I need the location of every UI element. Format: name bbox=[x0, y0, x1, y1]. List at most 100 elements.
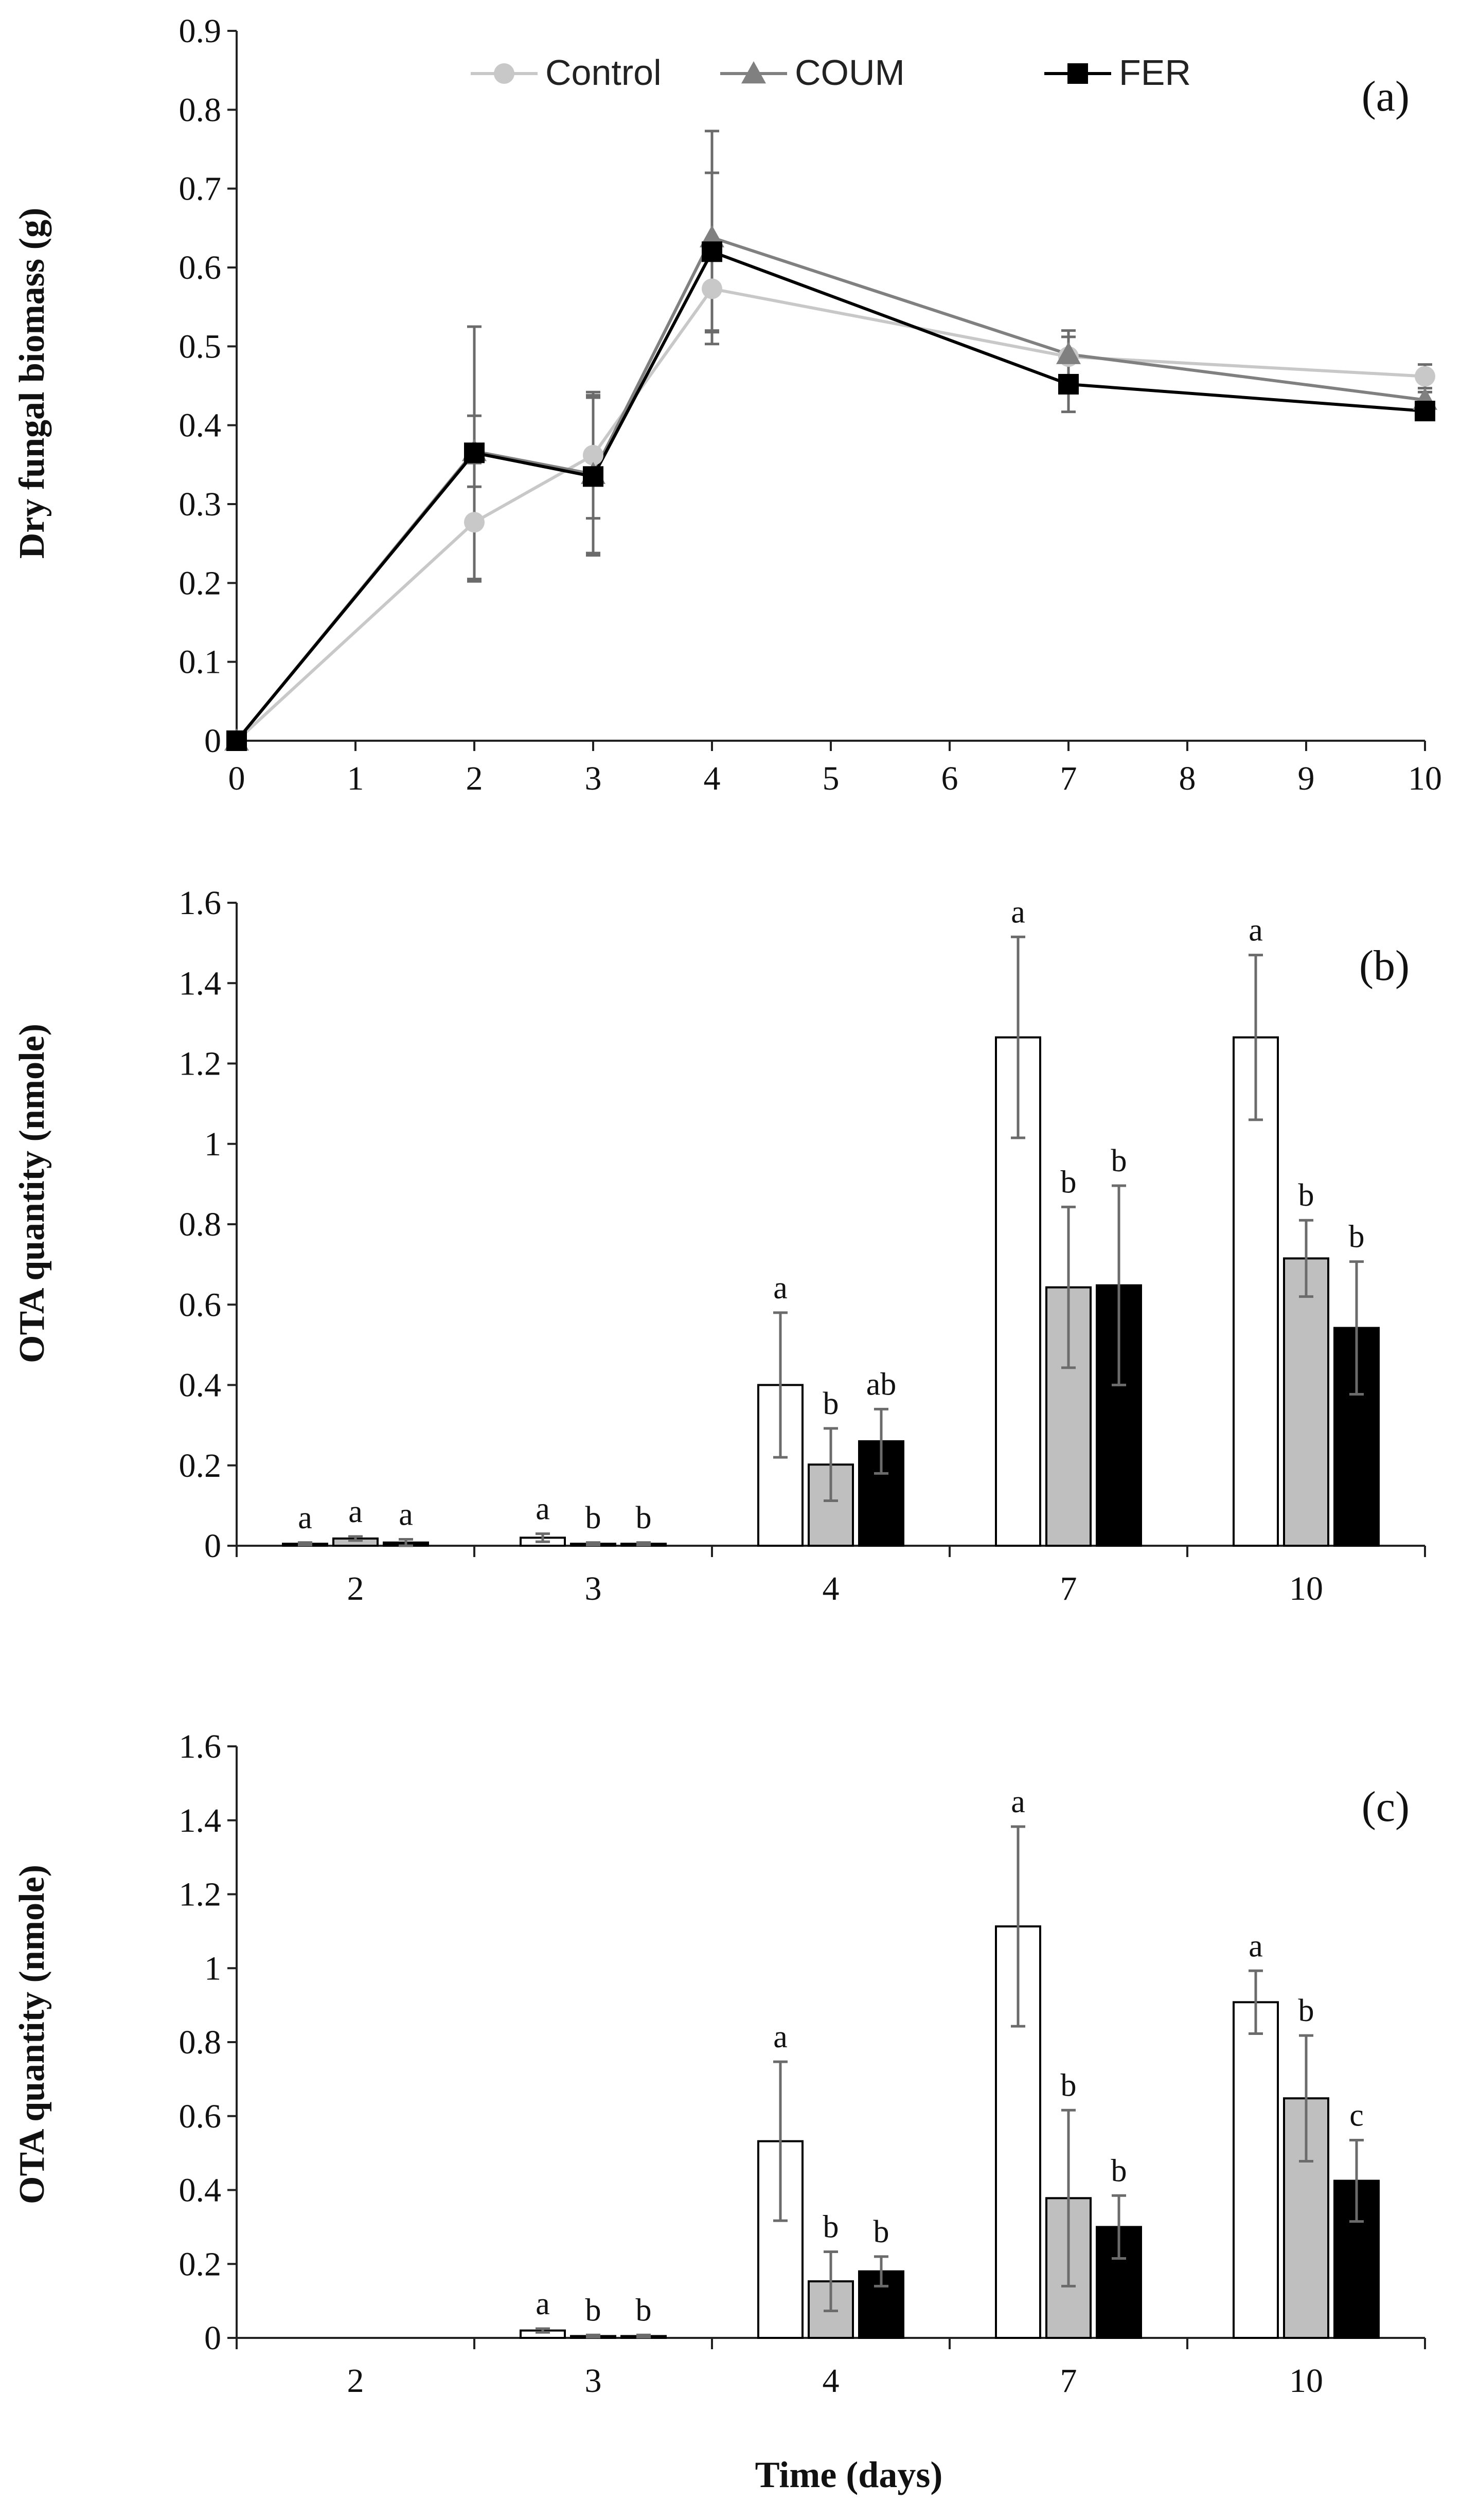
panel-a-fer-point bbox=[1415, 401, 1435, 422]
panel-b-significance-letter: a bbox=[536, 1492, 550, 1527]
panel-b-significance-letter: b bbox=[636, 1500, 652, 1535]
panel-b-y-tick-label: 1.4 bbox=[179, 964, 222, 1002]
panel-a-x-tick-label: 5 bbox=[823, 760, 840, 797]
panel-b-significance-letter: b bbox=[585, 1500, 601, 1535]
panel-a-control-point bbox=[702, 278, 722, 299]
panel-a-x-tick-label: 0 bbox=[228, 760, 245, 797]
legend-control-label: Control bbox=[545, 52, 662, 93]
panel-c-y-tick-label: 0 bbox=[204, 2319, 221, 2357]
panel-c-x-axis-label: Time (days) bbox=[755, 2454, 943, 2495]
panel-b-significance-letter: a bbox=[773, 1271, 788, 1306]
panel-b-ota-bar-chart: OTA quantity (nmole) (b) 0 0.2 0.4 0.6 0.8 1 1… bbox=[12, 884, 1426, 1607]
legend-fer-label: FER bbox=[1119, 52, 1191, 93]
panel-c-y-tick-label: 0.2 bbox=[179, 2245, 222, 2283]
panel-c-bar-control bbox=[1233, 2001, 1279, 2339]
panel-c-y-tick-label: 1.6 bbox=[179, 1728, 222, 1765]
panel-a-fer-point bbox=[583, 466, 603, 487]
panel-b-x-tick-label: 3 bbox=[585, 1570, 602, 1607]
panel-b-bar-control bbox=[1233, 1036, 1279, 1547]
panel-b-y-tick-label: 0.8 bbox=[179, 1206, 222, 1243]
panel-b-significance-letter: a bbox=[298, 1500, 312, 1535]
panel-c-x-tick-label: 7 bbox=[1060, 2362, 1077, 2400]
legend-coum-label: COUM bbox=[795, 52, 905, 93]
panel-b-y-tick-label: 0.6 bbox=[179, 1286, 222, 1324]
panel-b-significance-letter: b bbox=[1349, 1220, 1365, 1255]
panel-a-control-point bbox=[464, 512, 485, 533]
panel-a-y-tick-label: 0.4 bbox=[179, 407, 222, 444]
legend-control-marker bbox=[494, 63, 514, 84]
panel-b-label: (b) bbox=[1359, 942, 1410, 990]
panel-b-significance-letter: ab bbox=[866, 1367, 897, 1402]
panel-a-control-point bbox=[583, 444, 603, 466]
panel-b-significance-letter: a bbox=[348, 1494, 363, 1529]
panel-a-fer-point bbox=[226, 730, 247, 751]
panel-c-significance-letter: b bbox=[1061, 2068, 1077, 2103]
panel-a-y-tick-label: 0.9 bbox=[179, 12, 222, 50]
panel-a-control-line bbox=[235, 287, 1425, 742]
panel-c-y-tick-label: 0.6 bbox=[179, 2098, 222, 2135]
panel-b-significance-letter: b bbox=[1298, 1178, 1314, 1213]
panel-c-x-tick-label: 3 bbox=[585, 2362, 602, 2400]
legend-coum-marker bbox=[741, 61, 766, 84]
panel-b-bar-coum bbox=[1045, 1286, 1092, 1547]
panel-a-x-tick-label: 4 bbox=[704, 760, 721, 797]
panel-c-y-tick-label: 1.2 bbox=[179, 1876, 222, 1914]
panel-b-significance-letter: b bbox=[1111, 1143, 1127, 1178]
panel-c-ota-bar-chart: OTA quantity (nmole) (c) Time (days) 0 0.… bbox=[12, 1728, 1426, 2495]
panel-c-significance-letter: b bbox=[874, 2214, 889, 2249]
panel-c-x-tick-label: 2 bbox=[347, 2362, 364, 2400]
panel-b-y-tick-label: 0 bbox=[204, 1527, 221, 1565]
panel-c-x-tick-label: 4 bbox=[823, 2362, 840, 2400]
panel-b-significance-letter: b bbox=[823, 1386, 839, 1421]
panel-c-significance-letter: b bbox=[585, 2293, 601, 2328]
panel-a-legend: Control COUM FER bbox=[471, 52, 1191, 93]
panel-a-x-tick-label: 7 bbox=[1060, 760, 1077, 797]
panel-b-significance-letter: a bbox=[1011, 895, 1025, 930]
panel-c-significance-letter: b bbox=[1298, 1993, 1314, 2028]
panel-b-y-tick-label: 0.4 bbox=[179, 1367, 222, 1404]
panel-a-x-tick-label: 2 bbox=[466, 760, 483, 797]
panel-b-x-tick-label: 4 bbox=[823, 1570, 840, 1607]
panel-b-y-tick-label: 1 bbox=[204, 1125, 221, 1163]
panel-b-significance-letter: a bbox=[399, 1497, 413, 1532]
panel-a-y-tick-label: 0.7 bbox=[179, 170, 222, 208]
panel-a-label: (a) bbox=[1362, 73, 1410, 120]
panel-c-y-axis-label: OTA quantity (nmole) bbox=[12, 1865, 52, 2204]
panel-a-biomass-line-chart: Dry fungal biomass (g) (a) Control COUM … bbox=[12, 12, 1442, 797]
panel-c-y-tick-label: 1.4 bbox=[179, 1802, 222, 1839]
panel-c-y-tick-label: 1 bbox=[204, 1950, 221, 1987]
panel-b-x-tick-label: 10 bbox=[1289, 1570, 1323, 1607]
panel-c-significance-letter: a bbox=[1011, 1784, 1025, 1819]
panel-b-bar-coum bbox=[1283, 1257, 1329, 1547]
panel-a-x-tick-label: 6 bbox=[941, 760, 958, 797]
panel-b-y-axis-label: OTA quantity (nmole) bbox=[12, 1024, 52, 1363]
panel-c-y-tick-label: 0.4 bbox=[179, 2172, 222, 2209]
panel-c-significance-letter: b bbox=[1111, 2153, 1127, 2188]
panel-b-x-tick-label: 7 bbox=[1060, 1570, 1077, 1607]
panel-a-x-tick-label: 1 bbox=[347, 760, 364, 797]
panel-c-significance-letter: a bbox=[536, 2286, 550, 2321]
panel-a-y-axis-label: Dry fungal biomass (g) bbox=[12, 208, 52, 559]
panel-a-y-tick-label: 0 bbox=[204, 722, 221, 760]
panel-a-x-tick-label: 3 bbox=[585, 760, 602, 797]
panel-a-y-tick-label: 0.2 bbox=[179, 564, 222, 602]
panel-a-y-tick-label: 0.1 bbox=[179, 644, 222, 681]
panel-c-significance-letter: b bbox=[636, 2293, 652, 2328]
panel-b-significance-letter: b bbox=[1061, 1165, 1077, 1200]
panel-b-significance-letter: a bbox=[1249, 913, 1263, 948]
panel-a-y-tick-label: 0.3 bbox=[179, 486, 222, 523]
panel-a-y-tick-label: 0.6 bbox=[179, 249, 222, 287]
panel-b-y-tick-label: 1.2 bbox=[179, 1045, 222, 1083]
panel-a-coum-point bbox=[1056, 342, 1081, 364]
legend-fer-marker bbox=[1067, 63, 1088, 84]
panel-a-x-tick-label: 8 bbox=[1179, 760, 1196, 797]
panel-a-coum-line bbox=[235, 236, 1425, 742]
panel-a-y-tick-label: 0.5 bbox=[179, 328, 222, 365]
panel-c-significance-letter: a bbox=[773, 2019, 788, 2054]
panel-a-x-tick-label: 9 bbox=[1298, 760, 1315, 797]
panel-c-significance-letter: c bbox=[1349, 2098, 1364, 2133]
panel-b-y-tick-label: 0.2 bbox=[179, 1447, 222, 1485]
panel-b-y-tick-label: 1.6 bbox=[179, 884, 222, 922]
panel-c-significance-letter: b bbox=[823, 2210, 839, 2245]
panel-b-bar-fer bbox=[858, 1440, 904, 1547]
